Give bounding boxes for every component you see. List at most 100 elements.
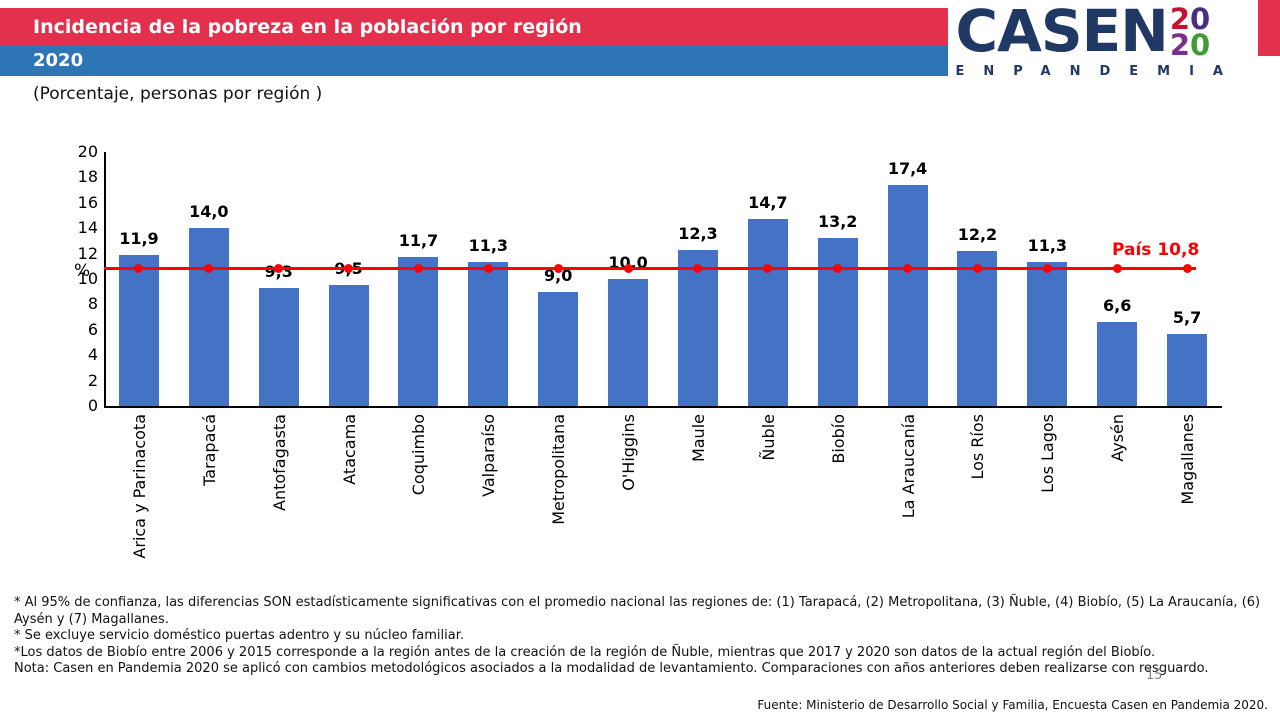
national-average-line bbox=[104, 267, 1196, 271]
national-average-marker bbox=[693, 264, 703, 274]
national-average-marker bbox=[1182, 264, 1192, 274]
bar-value-label: 9,0 bbox=[544, 265, 573, 285]
bar bbox=[957, 251, 998, 406]
slide-title: Incidencia de la pobreza en la población… bbox=[33, 16, 582, 38]
footnote: * Al 95% de confianza, las diferencias S… bbox=[14, 595, 1261, 627]
footnotes: * Al 95% de confianza, las diferencias S… bbox=[14, 595, 1266, 678]
slide-year: 2020 bbox=[33, 50, 84, 71]
page-number: 15 bbox=[1146, 668, 1163, 683]
bar bbox=[1097, 322, 1138, 406]
bar-value-label: 5,7 bbox=[1172, 307, 1202, 327]
x-axis-category-label: Biobío bbox=[828, 414, 848, 464]
bar bbox=[398, 257, 439, 406]
casen-logo-year-digit: 2 bbox=[1169, 2, 1191, 36]
casen-logo-main: CASEN 20 20 bbox=[955, 0, 1242, 62]
national-average-marker bbox=[344, 264, 354, 274]
national-average-marker bbox=[483, 264, 493, 274]
bar-value-label: 11,3 bbox=[468, 236, 509, 256]
bar bbox=[677, 249, 718, 406]
x-axis-category-label: Maule bbox=[688, 414, 708, 463]
y-axis-tick-label: 12 bbox=[77, 243, 98, 263]
corner-accent-stripe bbox=[1258, 0, 1280, 56]
x-axis-category-label: Tarapacá bbox=[199, 414, 219, 486]
x-axis-category-label: Antofagasta bbox=[269, 414, 289, 511]
bar-value-label: 12,2 bbox=[957, 225, 998, 245]
bar-value-label: 11,7 bbox=[398, 231, 439, 251]
bar bbox=[538, 291, 579, 406]
bar bbox=[887, 185, 928, 406]
casen-logo-year-digit: 0 bbox=[1190, 28, 1211, 62]
casen-logo-year-digit: 0 bbox=[1190, 2, 1211, 36]
national-average-label: País 10,8 bbox=[1112, 239, 1200, 260]
bar-value-label: 6,6 bbox=[1103, 296, 1132, 316]
x-axis-category-label: O'Higgins bbox=[619, 414, 639, 491]
y-axis-tick-label: 8 bbox=[87, 294, 98, 314]
casen-logo: CASEN 20 20 ENPANDEMIA bbox=[955, 0, 1242, 79]
national-average-marker bbox=[833, 264, 843, 274]
bar bbox=[328, 285, 369, 406]
x-axis-category-label: Valparaíso bbox=[479, 414, 499, 497]
footnote: *Los datos de Biobío entre 2006 y 2015 c… bbox=[14, 644, 1156, 660]
bar-value-label: 12,3 bbox=[678, 223, 718, 243]
bar bbox=[747, 219, 788, 406]
bar bbox=[608, 279, 649, 406]
y-axis-tick-label: 18 bbox=[77, 167, 98, 187]
y-axis-tick-label: 10 bbox=[77, 269, 98, 288]
casen-logo-year-row: 20 bbox=[1170, 31, 1210, 60]
y-axis-line bbox=[104, 152, 106, 408]
bar-value-label: 17,4 bbox=[887, 159, 928, 179]
y-axis-tick-label: 0 bbox=[87, 396, 98, 415]
bar bbox=[468, 262, 509, 406]
national-average-marker bbox=[1042, 264, 1052, 274]
national-average-marker bbox=[903, 264, 913, 274]
y-axis-tick-label: 16 bbox=[77, 192, 98, 212]
bar bbox=[1167, 333, 1208, 406]
x-axis-category-label: Aysén bbox=[1108, 414, 1128, 462]
national-average-marker bbox=[972, 264, 982, 274]
chart-subtitle: (Porcentaje, personas por región ) bbox=[33, 84, 323, 104]
x-axis-category-label: Metropolitana bbox=[549, 414, 569, 525]
bar-value-label: 11,9 bbox=[119, 228, 159, 248]
x-axis-category-label: Ñuble bbox=[758, 414, 778, 461]
bar bbox=[188, 228, 229, 406]
casen-logo-year: 20 20 bbox=[1170, 5, 1210, 60]
year-banner: 2020 bbox=[0, 46, 948, 76]
casen-logo-year-digit: 2 bbox=[1169, 28, 1191, 62]
national-average-marker bbox=[763, 264, 773, 274]
y-axis-tick-label: 6 bbox=[87, 319, 98, 339]
bar-value-label: 14,7 bbox=[748, 193, 788, 213]
casen-logo-text: CASEN bbox=[955, 0, 1168, 65]
bar-value-label: 11,3 bbox=[1027, 236, 1068, 256]
y-axis-tick-label: 2 bbox=[87, 370, 98, 390]
casen-logo-year-row: 20 bbox=[1170, 5, 1210, 34]
bar bbox=[258, 287, 299, 406]
national-average-marker bbox=[134, 264, 144, 274]
national-average-marker bbox=[623, 264, 633, 274]
national-average-marker bbox=[274, 264, 284, 274]
national-average-marker bbox=[413, 264, 423, 274]
x-axis-category-label: Coquimbo bbox=[409, 414, 429, 496]
x-axis-category-label: La Araucanía bbox=[898, 414, 918, 519]
national-average-marker bbox=[204, 264, 214, 274]
footnote: Nota: Casen en Pandemia 2020 se aplicó c… bbox=[14, 661, 1209, 676]
bar-value-label: 13,2 bbox=[817, 212, 858, 232]
national-average-marker bbox=[1112, 264, 1122, 274]
bar-value-label: 10,0 bbox=[608, 253, 648, 272]
casen-logo-tagline: ENPANDEMIA bbox=[955, 64, 1242, 79]
x-axis-category-label: Los Ríos bbox=[968, 414, 988, 480]
footnote: * Se excluye servicio doméstico puertas … bbox=[14, 628, 465, 643]
x-axis-category-label: Los Lagos bbox=[1038, 414, 1058, 493]
y-axis-label: % bbox=[74, 261, 91, 281]
x-axis-category-label: Magallanes bbox=[1178, 414, 1198, 505]
bar bbox=[118, 254, 159, 406]
x-axis-category-label: Arica y Parinacota bbox=[129, 414, 149, 559]
national-average-marker bbox=[553, 264, 563, 274]
source-note: Fuente: Ministerio de Desarrollo Social … bbox=[757, 698, 1268, 712]
y-axis-tick-label: 14 bbox=[77, 218, 98, 238]
bar bbox=[1027, 262, 1068, 406]
y-axis-tick-label: 20 bbox=[77, 142, 98, 161]
title-banner: Incidencia de la pobreza en la población… bbox=[0, 8, 948, 46]
x-axis-line bbox=[104, 406, 1222, 408]
